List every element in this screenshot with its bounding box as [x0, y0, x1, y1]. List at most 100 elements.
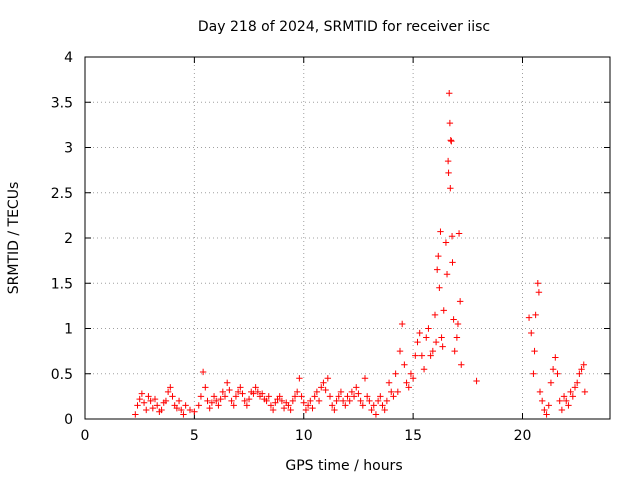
- data-point: [145, 393, 152, 400]
- data-point: [263, 397, 270, 405]
- data-point: [134, 402, 141, 409]
- data-point: [302, 406, 310, 414]
- data-point: [237, 384, 244, 391]
- data-point: [219, 388, 227, 396]
- data-point: [243, 402, 251, 409]
- data-point: [280, 404, 288, 412]
- data-point: [363, 393, 371, 400]
- data-point: [438, 334, 445, 341]
- data-point: [418, 352, 426, 359]
- data-point: [366, 397, 373, 405]
- data-point: [448, 232, 456, 240]
- data-point: [239, 390, 246, 397]
- data-points: [132, 90, 589, 418]
- data-point: [447, 137, 454, 144]
- data-point: [328, 402, 336, 409]
- data-point: [315, 397, 323, 405]
- data-point: [147, 397, 154, 405]
- data-point: [381, 406, 388, 414]
- data-point: [388, 388, 395, 396]
- grid-lines: [85, 57, 610, 419]
- data-point: [458, 361, 465, 368]
- data-point: [265, 393, 272, 400]
- data-point: [455, 230, 463, 237]
- data-point: [446, 90, 453, 97]
- data-point: [447, 185, 454, 192]
- data-point: [136, 395, 143, 403]
- data-point: [153, 402, 161, 409]
- data-point: [359, 402, 367, 409]
- data-point: [140, 399, 148, 406]
- data-point: [567, 388, 574, 396]
- data-point: [543, 411, 550, 418]
- data-point: [538, 397, 546, 405]
- data-point: [313, 388, 321, 396]
- data-point: [427, 352, 434, 359]
- data-point: [226, 386, 233, 394]
- data-point: [204, 397, 211, 405]
- data-point: [390, 393, 397, 400]
- data-point: [532, 311, 539, 319]
- data-point: [158, 406, 165, 414]
- data-point: [437, 228, 444, 235]
- data-point: [254, 388, 262, 396]
- data-point: [578, 366, 585, 373]
- data-point: [368, 406, 375, 414]
- data-point: [272, 399, 279, 406]
- data-point: [199, 368, 207, 376]
- data-point: [300, 399, 307, 406]
- data-point: [563, 397, 570, 405]
- data-point: [436, 284, 443, 291]
- data-point: [278, 397, 286, 405]
- data-point: [573, 379, 581, 386]
- data-point: [339, 397, 347, 405]
- data-point: [445, 169, 452, 177]
- data-point: [439, 343, 446, 350]
- data-point: [276, 393, 283, 400]
- data-point: [442, 239, 450, 246]
- data-point: [167, 384, 174, 391]
- data-point: [333, 397, 340, 405]
- y-tick-label: 2.5: [51, 186, 73, 202]
- data-point: [348, 388, 356, 396]
- data-point: [350, 393, 358, 400]
- x-axis-label: GPS time / hours: [285, 458, 402, 474]
- data-point: [318, 384, 325, 391]
- data-point: [213, 397, 220, 405]
- data-point: [228, 397, 235, 405]
- y-tick-label: 3.5: [51, 95, 73, 111]
- x-tick-label: 10: [295, 428, 313, 444]
- data-point: [149, 404, 157, 412]
- data-point: [403, 379, 410, 386]
- data-point: [435, 252, 442, 260]
- data-point: [344, 393, 351, 400]
- data-point: [269, 406, 277, 414]
- data-point: [416, 329, 423, 337]
- data-point: [446, 119, 454, 127]
- data-point: [429, 347, 437, 355]
- data-point: [173, 404, 181, 412]
- data-point: [258, 390, 266, 397]
- data-point: [531, 347, 538, 355]
- data-point: [580, 361, 587, 368]
- data-point: [215, 402, 222, 409]
- data-point: [195, 402, 202, 409]
- data-point: [355, 390, 362, 397]
- data-point: [202, 384, 209, 391]
- data-point: [525, 314, 533, 321]
- data-point: [385, 379, 393, 386]
- data-point: [361, 375, 369, 382]
- data-point: [473, 377, 480, 385]
- data-point: [425, 325, 432, 332]
- data-point: [252, 384, 259, 391]
- data-point: [409, 375, 417, 382]
- data-point: [151, 395, 159, 403]
- data-point: [186, 406, 194, 414]
- data-point: [175, 397, 183, 405]
- x-tick-label: 5: [190, 428, 199, 444]
- data-point: [383, 397, 391, 405]
- data-point: [528, 329, 535, 337]
- data-point: [545, 402, 552, 409]
- data-point: [241, 397, 248, 405]
- data-point: [565, 402, 572, 409]
